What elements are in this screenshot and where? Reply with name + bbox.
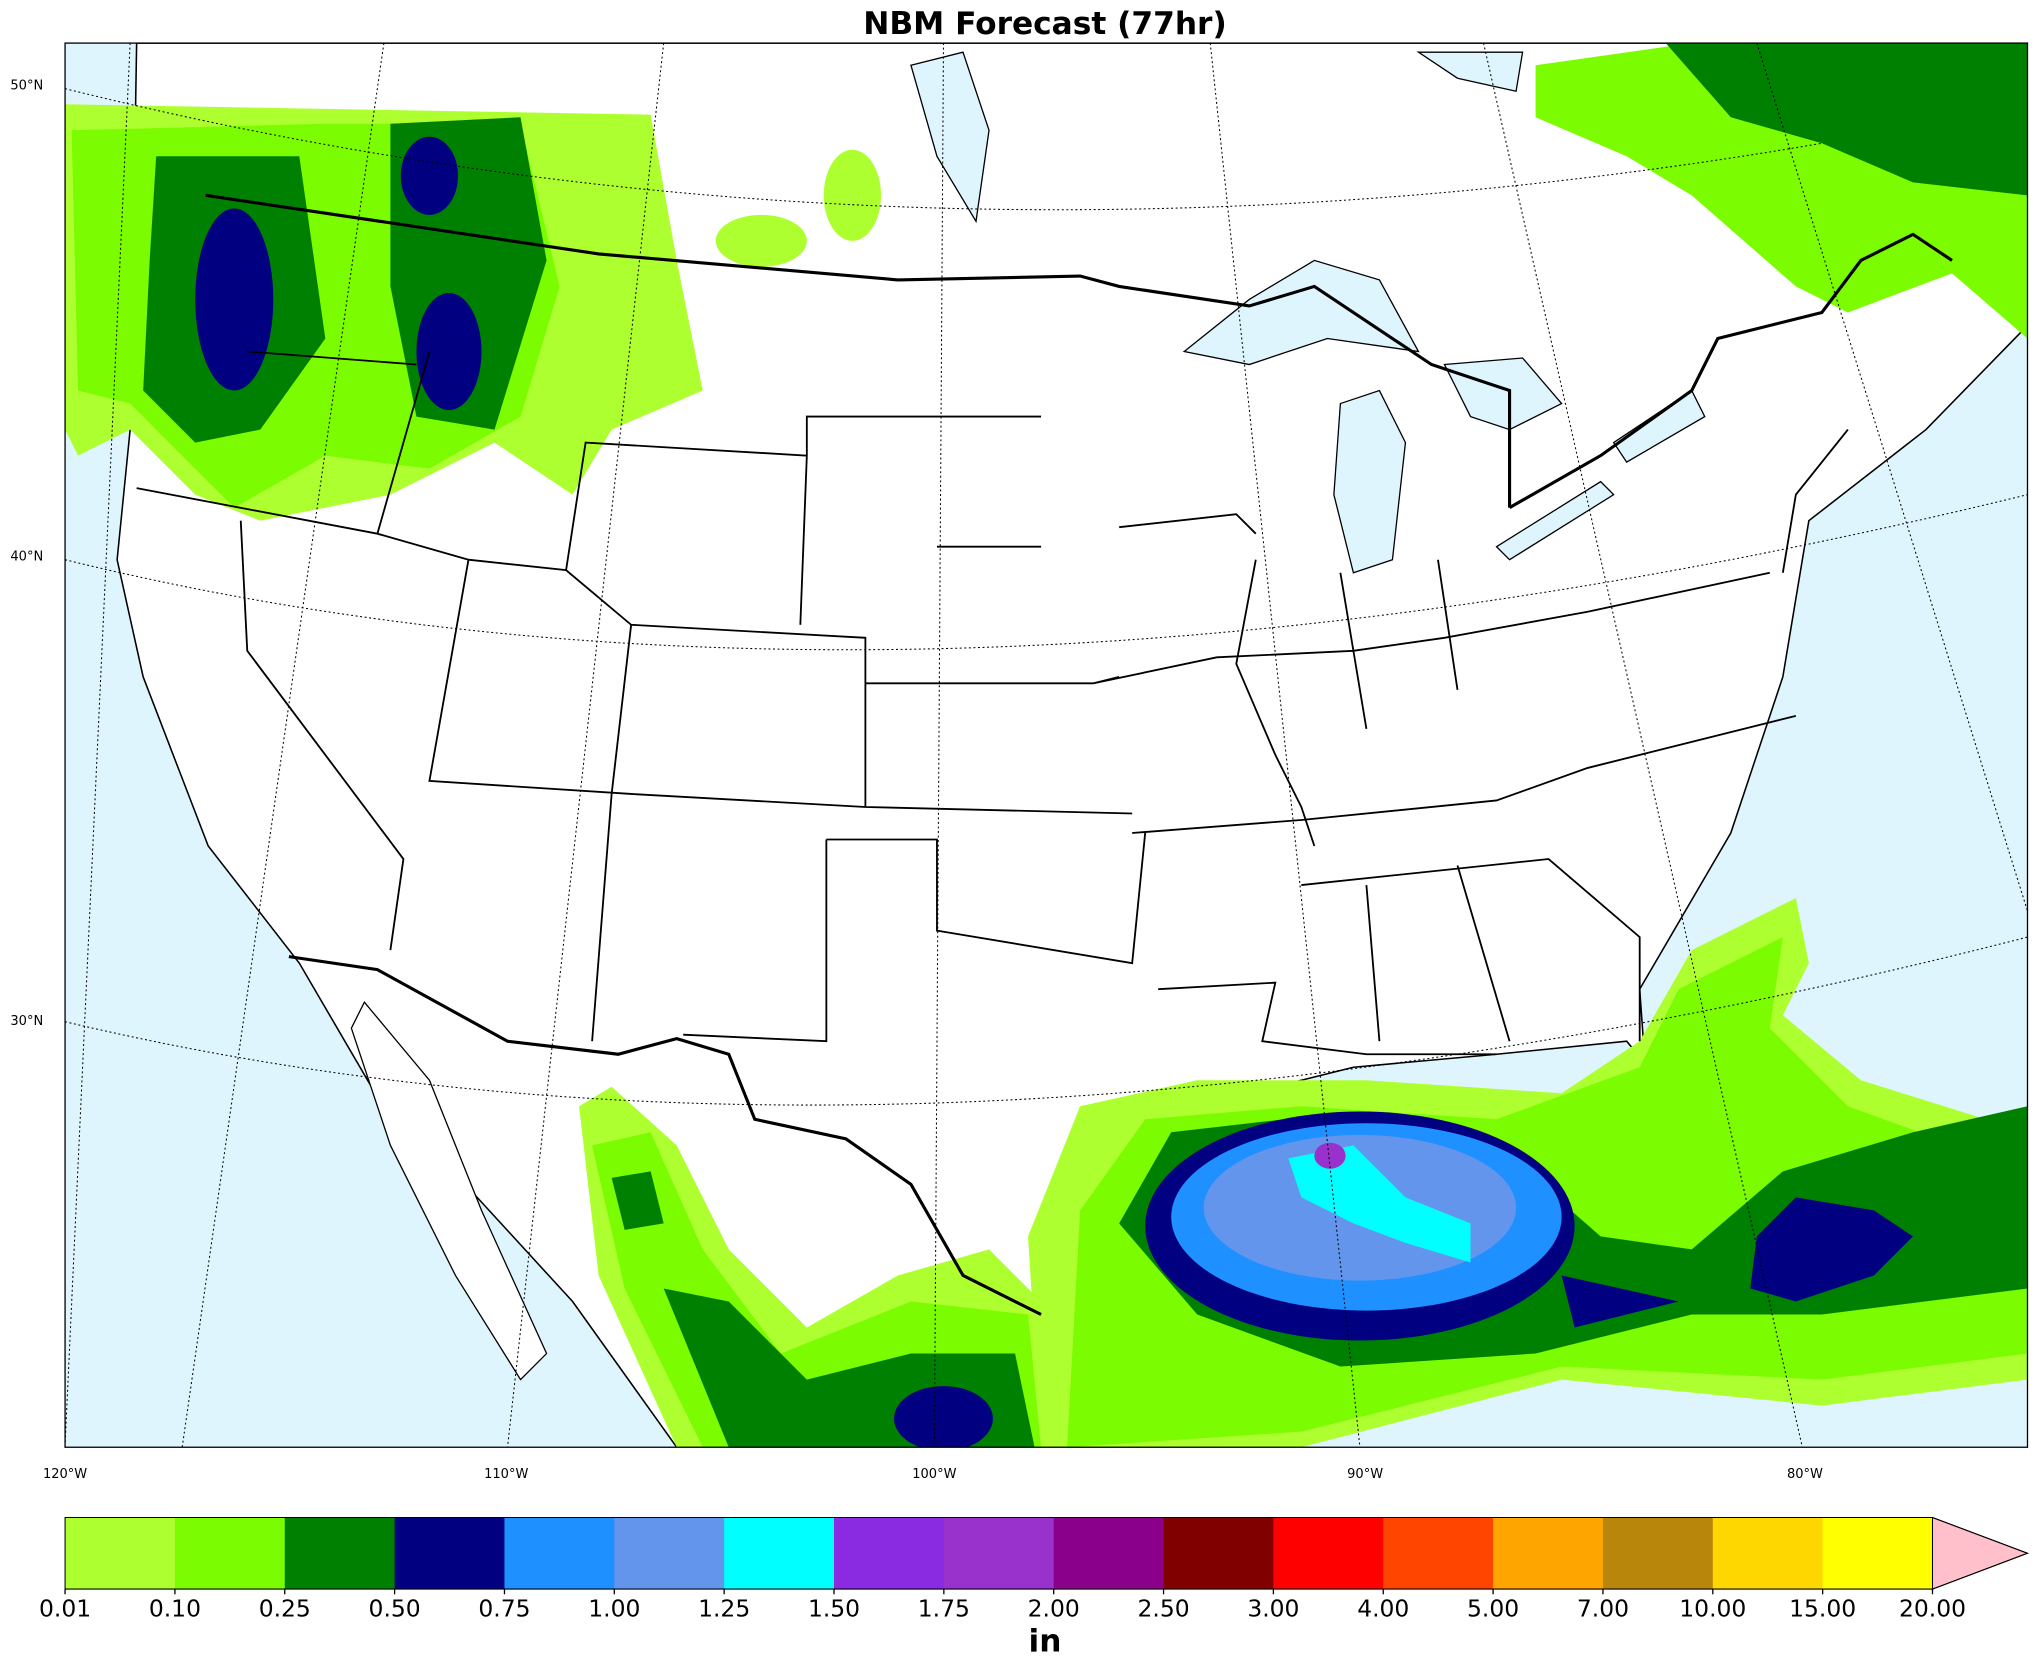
colorbar-bin: [834, 1517, 945, 1590]
colorbar-tick-label: 0.25: [259, 1594, 311, 1622]
lon-label: 100°W: [912, 1467, 956, 1482]
land: [350, 1000, 548, 1381]
colorbar-tick-label: 1.25: [698, 1594, 750, 1622]
colorbar-bin: [1163, 1517, 1275, 1590]
colorbar: 0.01 0.10 0.25 0.50 0.75 1.00 1.25 1.50 1.75 2.00…: [39, 1516, 2029, 1622]
precip-area: [1314, 1142, 1346, 1169]
colorbar-bin: [1273, 1517, 1384, 1590]
precip-area: [1288, 1145, 1471, 1263]
precip-area: [195, 208, 274, 391]
colorbar-extend: [1931, 1516, 2029, 1590]
precip-area: [400, 136, 459, 215]
colorbar-bin: [284, 1517, 396, 1590]
colorbar-tick-label: 10.00: [1679, 1594, 1746, 1622]
colorbar-bin: [1383, 1517, 1494, 1590]
colorbar-bin: [504, 1517, 615, 1590]
colorbar-outline: [64, 1516, 2029, 1590]
colorbar-tick-label: 0.10: [149, 1594, 201, 1622]
precip-area: [1561, 1197, 1913, 1328]
colorbar-tick-label: 5.00: [1467, 1594, 1519, 1622]
lake: [1182, 259, 1420, 366]
precip-area: [715, 214, 807, 267]
precip-area: [894, 1386, 993, 1448]
lake: [1333, 389, 1407, 574]
colorbar-label: in: [1029, 1623, 1062, 1659]
colorbar-bin: [1602, 1517, 1714, 1590]
lat-label: 40°N: [10, 550, 43, 565]
colorbar-bin: [943, 1517, 1055, 1590]
colorbar-tick-label: 1.00: [588, 1594, 640, 1622]
colorbar-bin: [174, 1517, 286, 1590]
lon-label: 80°W: [1787, 1467, 1823, 1482]
map-title: NBM Forecast (77hr): [863, 6, 1226, 42]
colorbar-tick-label: 15.00: [1789, 1594, 1856, 1622]
lake: [910, 51, 1524, 224]
precip-area: [611, 1171, 1035, 1448]
lon-label: 90°W: [1347, 1467, 1383, 1482]
colorbar-bin: [614, 1517, 725, 1590]
colorbar-bin: [724, 1517, 835, 1590]
colorbar-tick-label: 20.00: [1899, 1594, 1966, 1622]
map-frame: [64, 42, 2029, 1448]
colorbar-tick-label: 0.75: [478, 1594, 530, 1622]
lon-label: 120°W: [43, 1467, 87, 1482]
colorbar-bin: [1712, 1517, 1824, 1590]
colorbar-tick-label: 0.01: [39, 1594, 91, 1622]
lake: [1443, 357, 1563, 431]
colorbar-bin: [65, 1517, 176, 1590]
colorbar-bin: [1493, 1517, 1604, 1590]
lon-label: 110°W: [484, 1467, 528, 1482]
colorbar-tick-label: 0.50: [369, 1594, 421, 1622]
colorbar-bin: [394, 1517, 506, 1590]
colorbar-tick-label: 3.00: [1247, 1594, 1299, 1622]
lat-labels: 50°N 40°N 30°N: [10, 79, 43, 1030]
lat-label: 50°N: [10, 79, 43, 94]
colorbar-tick-label: 7.00: [1577, 1594, 1629, 1622]
graticule: [65, 43, 2028, 1448]
colorbar-tick-label: 2.00: [1028, 1594, 1080, 1622]
precip-area: [416, 292, 482, 411]
colorbar-bin: [1822, 1517, 1934, 1590]
lat-label: 30°N: [10, 1014, 43, 1029]
border: [136, 350, 1849, 1056]
colorbar-tick-label: 2.50: [1137, 1594, 1189, 1622]
map: [65, 43, 2028, 1448]
precip-field: [65, 43, 2028, 1448]
precip-area: [1665, 43, 2028, 196]
colorbar-bin: [1053, 1517, 1165, 1590]
colorbar-tick-label: 4.00: [1357, 1594, 1409, 1622]
border: [205, 193, 1953, 510]
colorbar-tick-label: 1.50: [808, 1594, 860, 1622]
colorbar-tick-label: 1.75: [918, 1594, 970, 1622]
lon-labels: 120°W 110°W 100°W 90°W 80°W: [43, 1467, 1823, 1482]
border: [288, 955, 1042, 1316]
precip-area: [823, 149, 882, 241]
